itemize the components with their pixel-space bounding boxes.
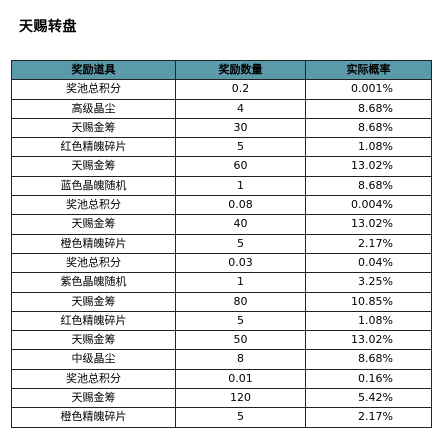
cell-reward-quantity: 8 xyxy=(175,349,306,370)
cell-reward-quantity: 40 xyxy=(175,214,306,235)
cell-reward-quantity: 80 xyxy=(175,291,306,312)
cell-reward-item: 高级晶尘 xyxy=(11,98,176,119)
cell-reward-item: 紫色晶魄随机 xyxy=(11,272,176,293)
table-row: 奖池总积分 0.01 0.16% xyxy=(11,368,432,390)
cell-actual-probability: 10.85% xyxy=(305,291,432,312)
cell-actual-probability: 13.02% xyxy=(305,214,432,235)
cell-reward-quantity: 0.03 xyxy=(175,252,306,274)
table-row: 天赐金筹 50 13.02% xyxy=(11,330,432,351)
cell-actual-probability: 2.17% xyxy=(305,407,432,428)
table-row: 天赐金筹 40 13.02% xyxy=(11,214,432,235)
cell-actual-probability: 0.16% xyxy=(305,368,432,390)
cell-reward-quantity: 30 xyxy=(175,117,306,139)
cell-actual-probability: 0.001% xyxy=(305,79,432,100)
table-body: 奖池总积分 0.2 0.001% 高级晶尘 4 8.68% 天赐金筹 30 8.68% 红色精魄碎… xyxy=(11,79,432,428)
cell-reward-item: 蓝色晶魄随机 xyxy=(11,175,176,197)
table-row: 橙色精魄碎片 5 2.17% xyxy=(11,407,432,428)
cell-reward-quantity: 50 xyxy=(175,330,306,351)
table-row: 天赐金筹 120 5.42% xyxy=(11,388,432,409)
cell-reward-item: 红色精魄碎片 xyxy=(11,310,176,332)
cell-reward-quantity: 0.01 xyxy=(175,368,306,390)
reward-probability-table: 奖励道具 奖励数量 实际概率 奖池总积分 0.2 0.001% 高级晶尘 4 8.68% 天… xyxy=(11,59,432,428)
table-row: 奖池总积分 0.2 0.001% xyxy=(11,79,432,100)
cell-reward-quantity: 60 xyxy=(175,156,306,177)
cell-actual-probability: 13.02% xyxy=(305,156,432,177)
cell-reward-item: 橙色精魄碎片 xyxy=(11,233,176,254)
cell-reward-quantity: 5 xyxy=(175,233,306,254)
table-row: 中级晶尘 8 8.68% xyxy=(11,349,432,370)
table-row: 天赐金筹 30 8.68% xyxy=(11,117,432,139)
cell-reward-item: 奖池总积分 xyxy=(11,79,176,100)
cell-reward-quantity: 4 xyxy=(175,98,306,119)
cell-reward-quantity: 1 xyxy=(175,272,306,293)
cell-reward-item: 天赐金筹 xyxy=(11,214,176,235)
cell-reward-quantity: 5 xyxy=(175,137,306,158)
cell-reward-quantity: 0.08 xyxy=(175,195,306,216)
cell-actual-probability: 5.42% xyxy=(305,388,432,409)
header-reward-item: 奖励道具 xyxy=(11,59,176,81)
table-row: 奖池总积分 0.08 0.004% xyxy=(11,195,432,216)
table-row: 紫色晶魄随机 1 3.25% xyxy=(11,272,432,293)
cell-reward-quantity: 5 xyxy=(175,310,306,332)
cell-reward-item: 奖池总积分 xyxy=(11,195,176,216)
cell-reward-item: 天赐金筹 xyxy=(11,156,176,177)
cell-reward-item: 橙色精魄碎片 xyxy=(11,407,176,428)
cell-reward-item: 奖池总积分 xyxy=(11,368,176,390)
cell-reward-item: 奖池总积分 xyxy=(11,252,176,274)
table-row: 天赐金筹 60 13.02% xyxy=(11,156,432,177)
cell-actual-probability: 0.04% xyxy=(305,252,432,274)
cell-actual-probability: 0.004% xyxy=(305,195,432,216)
cell-actual-probability: 1.08% xyxy=(305,310,432,332)
cell-actual-probability: 13.02% xyxy=(305,330,432,351)
table-row: 红色精魄碎片 5 1.08% xyxy=(11,310,432,332)
cell-reward-item: 中级晶尘 xyxy=(11,349,176,370)
cell-reward-item: 天赐金筹 xyxy=(11,291,176,312)
table-row: 奖池总积分 0.03 0.04% xyxy=(11,252,432,274)
table-row: 红色精魄碎片 5 1.08% xyxy=(11,137,432,158)
cell-actual-probability: 8.68% xyxy=(305,175,432,197)
cell-reward-quantity: 1 xyxy=(175,175,306,197)
cell-reward-item: 红色精魄碎片 xyxy=(11,137,176,158)
table-header-row: 奖励道具 奖励数量 实际概率 xyxy=(11,59,432,81)
cell-reward-item: 天赐金筹 xyxy=(11,388,176,409)
table-row: 蓝色晶魄随机 1 8.68% xyxy=(11,175,432,197)
page-title: 天赐转盘 xyxy=(19,19,77,35)
cell-reward-quantity: 5 xyxy=(175,407,306,428)
cell-actual-probability: 8.68% xyxy=(305,349,432,370)
table-row: 橙色精魄碎片 5 2.17% xyxy=(11,233,432,254)
table-row: 高级晶尘 4 8.68% xyxy=(11,98,432,119)
header-actual-probability: 实际概率 xyxy=(305,59,432,81)
cell-reward-item: 天赐金筹 xyxy=(11,330,176,351)
cell-reward-quantity: 120 xyxy=(175,388,306,409)
cell-actual-probability: 8.68% xyxy=(305,98,432,119)
cell-actual-probability: 8.68% xyxy=(305,117,432,139)
cell-actual-probability: 1.08% xyxy=(305,137,432,158)
cell-reward-quantity: 0.2 xyxy=(175,79,306,100)
cell-actual-probability: 2.17% xyxy=(305,233,432,254)
header-reward-quantity: 奖励数量 xyxy=(175,59,306,81)
cell-actual-probability: 3.25% xyxy=(305,272,432,293)
cell-reward-item: 天赐金筹 xyxy=(11,117,176,139)
table-row: 天赐金筹 80 10.85% xyxy=(11,291,432,312)
